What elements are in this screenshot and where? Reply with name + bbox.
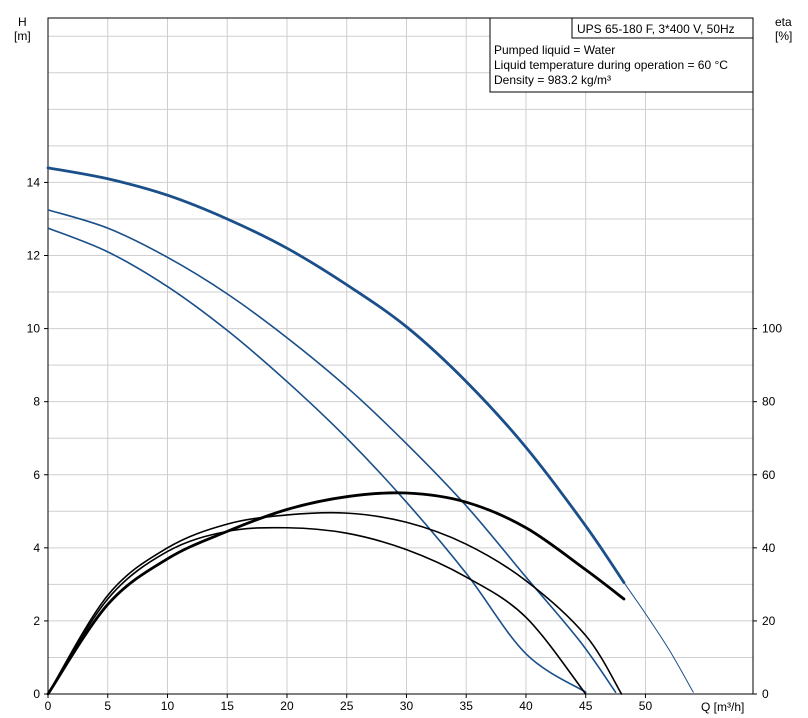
y-left-tick-label: 6 xyxy=(33,468,40,482)
tick-labels: 0 5 10 15 20 25 30 35 40 45 50 0 2 4 6 8 10 12 14 0 20 40 60 80… xyxy=(27,175,783,713)
x-tick-label: 45 xyxy=(579,699,593,713)
y-left-tick-label: 14 xyxy=(27,175,41,189)
plot-frame xyxy=(47,17,754,695)
x-tick-label: 10 xyxy=(161,699,175,713)
head-curve-1 xyxy=(623,582,694,693)
x-tick-label: 25 xyxy=(340,699,354,713)
y-right-tick-label: 40 xyxy=(762,541,776,555)
title-box xyxy=(571,17,754,39)
efficiency-curve-5 xyxy=(47,511,623,695)
info-line-liquid: Pumped liquid = Water xyxy=(494,43,615,57)
y-right-label-line1: eta xyxy=(775,15,792,29)
y-right-tick-label: 0 xyxy=(762,687,769,701)
x-tick-label: 35 xyxy=(460,699,474,713)
y-left-label-line1: H xyxy=(18,15,27,29)
y-left-tick-label: 10 xyxy=(27,322,41,336)
x-tick-label: 15 xyxy=(221,699,235,713)
y-left-tick-label: 2 xyxy=(33,614,40,628)
y-right-tick-label: 20 xyxy=(762,614,776,628)
x-tick-label: 0 xyxy=(45,699,52,713)
y-left-tick-label: 12 xyxy=(27,249,41,263)
x-tick-label: 30 xyxy=(400,699,414,713)
head-curve-3 xyxy=(47,227,587,693)
y-left-tick-label: 8 xyxy=(33,395,40,409)
head-curve-2 xyxy=(47,209,617,693)
y-right-label-line2: [%] xyxy=(775,29,792,43)
y-left-label-line2: [m] xyxy=(14,29,31,43)
efficiency-curve-6 xyxy=(47,526,587,695)
efficiency-curve-4 xyxy=(46,491,626,696)
x-axis-label: Q [m³/h] xyxy=(701,700,744,714)
y-right-tick-label: 80 xyxy=(762,395,776,409)
x-tick-label: 40 xyxy=(519,699,533,713)
x-tick-label: 5 xyxy=(104,699,111,713)
y-right-tick-label: 60 xyxy=(762,468,776,482)
x-tick-label: 20 xyxy=(280,699,294,713)
y-left-tick-label: 4 xyxy=(33,541,40,555)
chart-title: UPS 65-180 F, 3*400 V, 50Hz xyxy=(577,22,735,36)
info-line-temperature: Liquid temperature during operation = 60… xyxy=(494,58,728,72)
curves xyxy=(46,166,694,696)
head-curve-0 xyxy=(46,166,626,584)
y-left-tick-label: 0 xyxy=(33,687,40,701)
info-line-density: Density = 983.2 kg/m³ xyxy=(494,73,611,87)
y-right-tick-label: 100 xyxy=(762,322,782,336)
x-tick-label: 50 xyxy=(639,699,653,713)
